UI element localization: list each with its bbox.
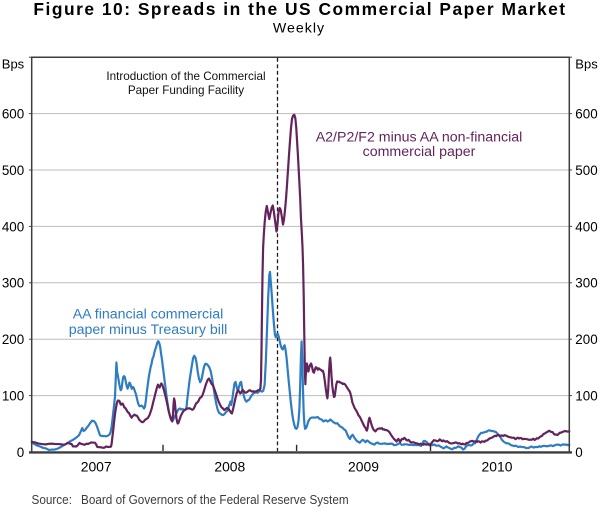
- svg-text:Introduction of the Commercial: Introduction of the Commercial: [106, 70, 265, 83]
- svg-text:600: 600: [575, 107, 597, 122]
- svg-text:200: 200: [575, 332, 597, 347]
- svg-text:2010: 2010: [482, 458, 513, 474]
- svg-text:500: 500: [575, 163, 597, 178]
- svg-text:100: 100: [575, 389, 597, 404]
- svg-text:AA financial commercial: AA financial commercial: [73, 307, 224, 323]
- svg-text:2009: 2009: [348, 458, 379, 474]
- svg-text:0: 0: [17, 445, 24, 460]
- svg-text:Paper Funding Facility: Paper Funding Facility: [128, 84, 244, 97]
- svg-text:Figure 10: Spreads in the US C: Figure 10: Spreads in the US Commercial …: [33, 0, 566, 19]
- svg-text:200: 200: [2, 332, 24, 347]
- svg-text:0: 0: [575, 445, 582, 460]
- svg-text:paper minus Treasury bill: paper minus Treasury bill: [69, 322, 228, 338]
- svg-text:600: 600: [2, 107, 24, 122]
- svg-text:300: 300: [2, 276, 24, 291]
- svg-text:Bps: Bps: [575, 56, 598, 71]
- svg-text:Weekly: Weekly: [273, 20, 325, 36]
- svg-text:Source:: Source:: [32, 492, 72, 507]
- svg-text:500: 500: [2, 163, 24, 178]
- svg-text:Bps: Bps: [2, 56, 25, 71]
- svg-text:2008: 2008: [214, 458, 245, 474]
- svg-text:commercial paper: commercial paper: [363, 144, 476, 160]
- svg-text:A2/P2/F2 minus AA non-financia: A2/P2/F2 minus AA non-financial: [316, 129, 523, 145]
- svg-text:Board of Governors of the Fede: Board of Governors of the Federal Reserv…: [81, 492, 349, 507]
- svg-text:100: 100: [2, 389, 24, 404]
- svg-text:400: 400: [575, 219, 597, 234]
- svg-text:2007: 2007: [81, 458, 112, 474]
- svg-text:300: 300: [575, 276, 597, 291]
- svg-text:400: 400: [2, 219, 24, 234]
